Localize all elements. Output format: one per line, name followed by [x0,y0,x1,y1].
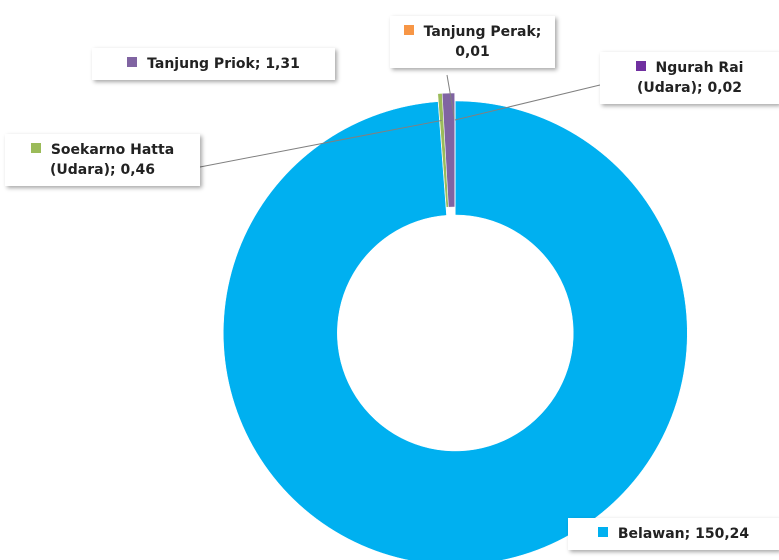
label-value: 1,31 [265,56,300,72]
leader-line [454,84,601,121]
data-label: Soekarno Hatta (Udara); 0,46 [5,134,200,186]
label-value: 150,24 [695,526,750,542]
label-marker [30,143,41,153]
data-label: Ngurah Rai (Udara); 0,02 [600,52,779,104]
label-category: Soekarno Hatta (Udara) [49,142,175,178]
leader-line [446,74,456,121]
leader-line [199,119,442,168]
label-separator: ; [109,162,121,178]
label-category: Belawan [617,526,685,542]
label-category: Tanjung Priok [147,56,255,72]
label-separator: ; [696,80,708,96]
data-label: Tanjung Perak; 0,01 [390,16,555,68]
label-separator: ; [684,526,696,542]
label-category: Tanjung Perak [423,24,536,40]
label-value: 0,02 [707,80,743,96]
label-value: 0,01 [455,44,490,60]
label-marker [597,527,608,537]
label-marker [635,61,646,71]
donut-slice [223,100,688,560]
label-separator: ; [254,56,266,72]
label-category: Ngurah Rai (Udara) [636,60,744,96]
data-label: Belawan; 150,24 [568,518,779,550]
data-label: Tanjung Priok; 1,31 [92,48,335,80]
label-separator: ; [535,24,547,40]
label-value: 0,46 [120,162,156,178]
label-marker [127,57,138,67]
label-marker [403,25,414,35]
